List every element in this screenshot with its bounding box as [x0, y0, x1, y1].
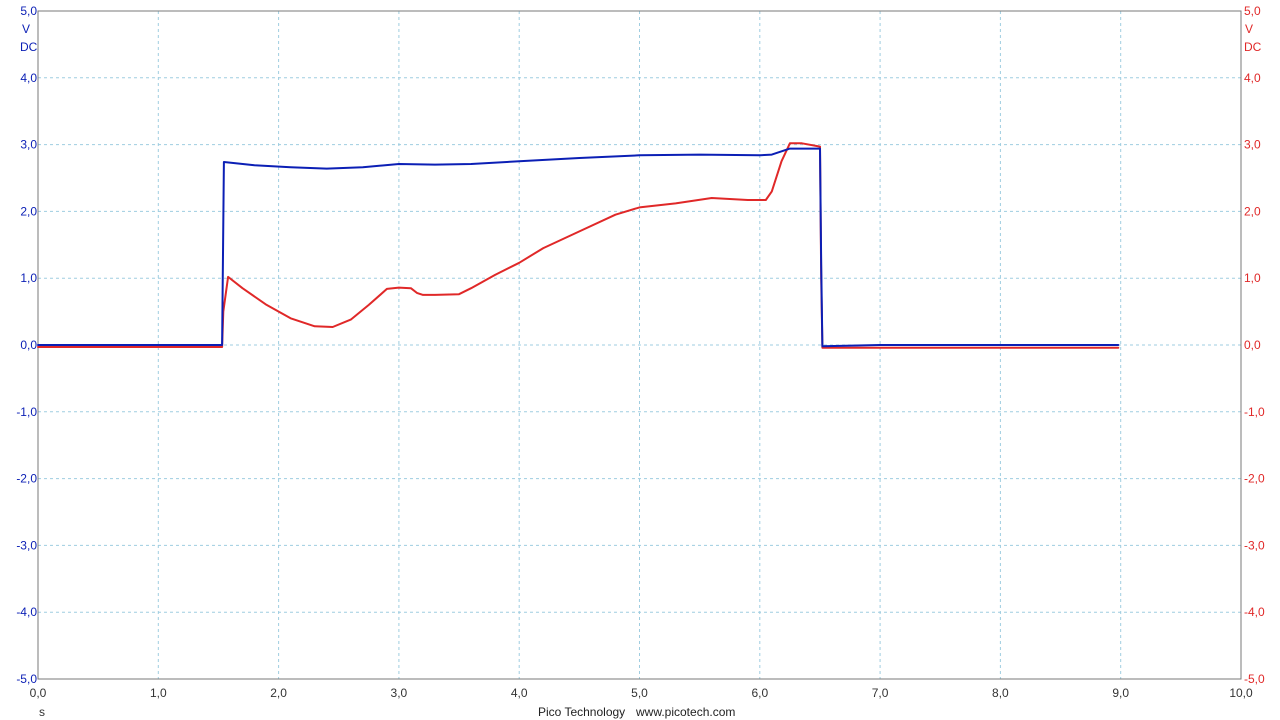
footer-url: www.picotech.com [635, 705, 735, 719]
series-line-channel-a [37, 147, 1120, 348]
x-tick-label: 10,0 [1229, 686, 1253, 700]
x-tick-label: 5,0 [631, 686, 648, 700]
left-y-tick-label: -2,0 [16, 472, 37, 486]
left-y-tick-label: 0,0 [20, 338, 37, 352]
left-y-tick-label: 2,0 [20, 204, 37, 218]
right-y-axis: V DC 5,0 4,0 3,0 2,0 1,0 0,0 -1,0 -2,0 -3,0 -4,0 -… [1244, 4, 1265, 686]
right-y-tick-label: 2,0 [1244, 204, 1261, 218]
left-y-tick-label: -5,0 [16, 672, 37, 686]
right-y-tick-label: 1,0 [1244, 271, 1261, 285]
x-tick-label: 6,0 [751, 686, 768, 700]
x-tick-label: 0,0 [30, 686, 47, 700]
left-y-coupling-label: DC [20, 40, 38, 54]
right-y-tick-label: -1,0 [1244, 405, 1265, 419]
left-y-unit-label: V [22, 22, 30, 36]
left-y-tick-label: -1,0 [16, 405, 37, 419]
left-y-tick-label: 4,0 [20, 71, 37, 85]
footer-brand: Pico Technology [538, 705, 625, 719]
right-y-tick-label: -5,0 [1244, 672, 1265, 686]
left-y-tick-label: 5,0 [20, 4, 37, 18]
x-tick-label: 4,0 [511, 686, 528, 700]
x-tick-label: 9,0 [1112, 686, 1129, 700]
x-axis: s 0,0 1,0 2,0 3,0 4,0 5,0 6,0 7,0 8,0 9,0 10,0 [30, 686, 1253, 719]
traces [37, 142, 1120, 349]
x-tick-label: 3,0 [391, 686, 408, 700]
right-y-tick-label: 5,0 [1244, 4, 1261, 18]
left-y-tick-label: -3,0 [16, 538, 37, 552]
right-y-tick-label: 0,0 [1244, 338, 1261, 352]
x-tick-label: 1,0 [150, 686, 167, 700]
right-y-coupling-label: DC [1244, 40, 1262, 54]
right-y-tick-label: 3,0 [1244, 138, 1261, 152]
right-y-tick-label: -3,0 [1244, 538, 1265, 552]
right-y-tick-label: -4,0 [1244, 605, 1265, 619]
x-tick-label: 2,0 [270, 686, 287, 700]
left-y-tick-label: 1,0 [20, 271, 37, 285]
x-unit-label: s [39, 705, 45, 719]
right-y-unit-label: V [1245, 22, 1253, 36]
grid-lines [38, 11, 1241, 679]
left-y-tick-label: 3,0 [20, 138, 37, 152]
left-y-tick-label: -4,0 [16, 605, 37, 619]
x-tick-label: 7,0 [872, 686, 889, 700]
right-y-tick-label: 4,0 [1244, 71, 1261, 85]
x-tick-label: 8,0 [992, 686, 1009, 700]
left-y-axis: V DC 5,0 4,0 3,0 2,0 1,0 0,0 -1,0 -2,0 -3,0 -4,0 -… [16, 4, 37, 686]
right-y-tick-label: -2,0 [1244, 472, 1265, 486]
series-line-channel-b [37, 142, 1120, 349]
